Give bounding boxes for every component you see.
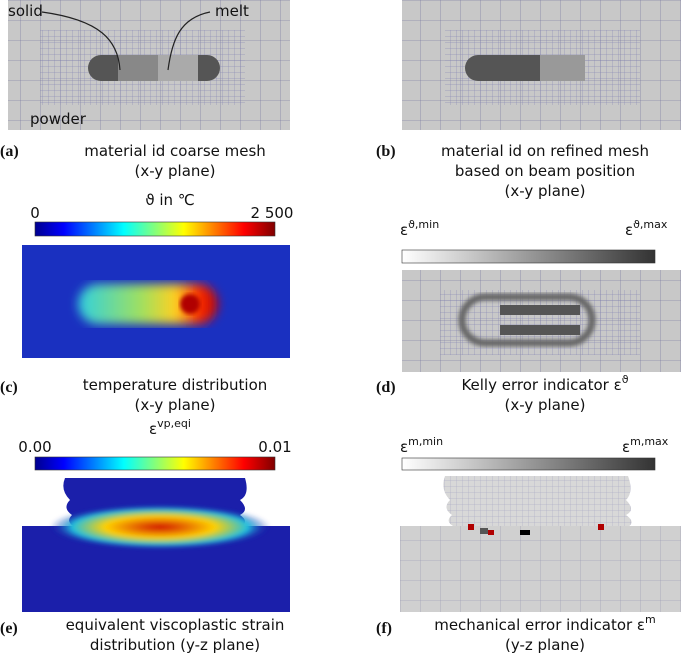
panel-c-image — [22, 245, 290, 358]
caption: (y-z plane) — [505, 636, 585, 654]
colorbar — [34, 456, 276, 471]
colorbar — [401, 457, 656, 471]
panel-a-image: solid melt powder — [8, 0, 290, 130]
colorbar-title: εvp,eqi — [149, 417, 191, 438]
caption: mechanical error indicator εm — [434, 613, 656, 634]
caption: (x-y plane) — [135, 162, 216, 180]
panel-d-image — [402, 270, 681, 372]
symbol: ε — [149, 420, 157, 438]
caption: material id on refined mesh — [441, 142, 649, 160]
caption: (x-y plane) — [505, 182, 586, 200]
colorbar — [401, 249, 656, 264]
superscript: ϑ,max — [633, 218, 668, 231]
panel-label: (a) — [0, 143, 19, 160]
panel-e-image — [22, 478, 290, 612]
caption: (x-y plane) — [505, 396, 586, 414]
colorbar-min: εϑ,min — [400, 218, 439, 239]
caption: (x-y plane) — [135, 396, 216, 414]
colorbar-title: ϑ in ℃ — [145, 191, 194, 209]
symbol: ε — [622, 438, 630, 456]
superscript: m,max — [630, 435, 669, 448]
colorbar-max: 2 500 — [251, 204, 294, 222]
panel-label: (c) — [0, 379, 18, 396]
annotation: powder — [30, 110, 87, 128]
superscript: vp,eqi — [157, 417, 191, 430]
colorbar-min: 0 — [30, 204, 40, 222]
caption: Kelly error indicator εϑ — [461, 373, 628, 394]
panel-b-image — [402, 0, 681, 130]
superscript: m — [645, 613, 656, 626]
caption: distribution (y-z plane) — [90, 636, 260, 654]
superscript: ϑ,min — [408, 218, 439, 231]
caption: temperature distribution — [83, 376, 268, 394]
panel-f-image — [400, 476, 681, 612]
symbol: ε — [400, 221, 408, 239]
panel-label: (d) — [376, 379, 396, 396]
annotation: solid — [8, 2, 43, 20]
annotation: melt — [215, 2, 249, 20]
caption-text: mechanical error indicator ε — [434, 616, 645, 634]
superscript: ϑ — [622, 373, 629, 386]
caption: material id coarse mesh — [84, 142, 266, 160]
caption: equivalent viscoplastic strain — [66, 616, 285, 634]
colorbar-max: εϑ,max — [625, 218, 668, 239]
colorbar-min: 0.00 — [18, 438, 51, 456]
caption-text: Kelly error indicator ε — [461, 376, 621, 394]
colorbar-max: εm,max — [622, 435, 669, 456]
caption: based on beam position — [455, 162, 635, 180]
superscript: m,min — [408, 435, 443, 448]
panel-label: (e) — [0, 620, 18, 637]
panel-label: (b) — [376, 143, 396, 160]
colorbar-max: 0.01 — [258, 438, 291, 456]
panel-label: (f) — [376, 620, 392, 637]
symbol: ε — [625, 221, 633, 239]
symbol: ε — [400, 438, 408, 456]
colorbar-min: εm,min — [400, 435, 443, 456]
colorbar — [34, 221, 276, 237]
